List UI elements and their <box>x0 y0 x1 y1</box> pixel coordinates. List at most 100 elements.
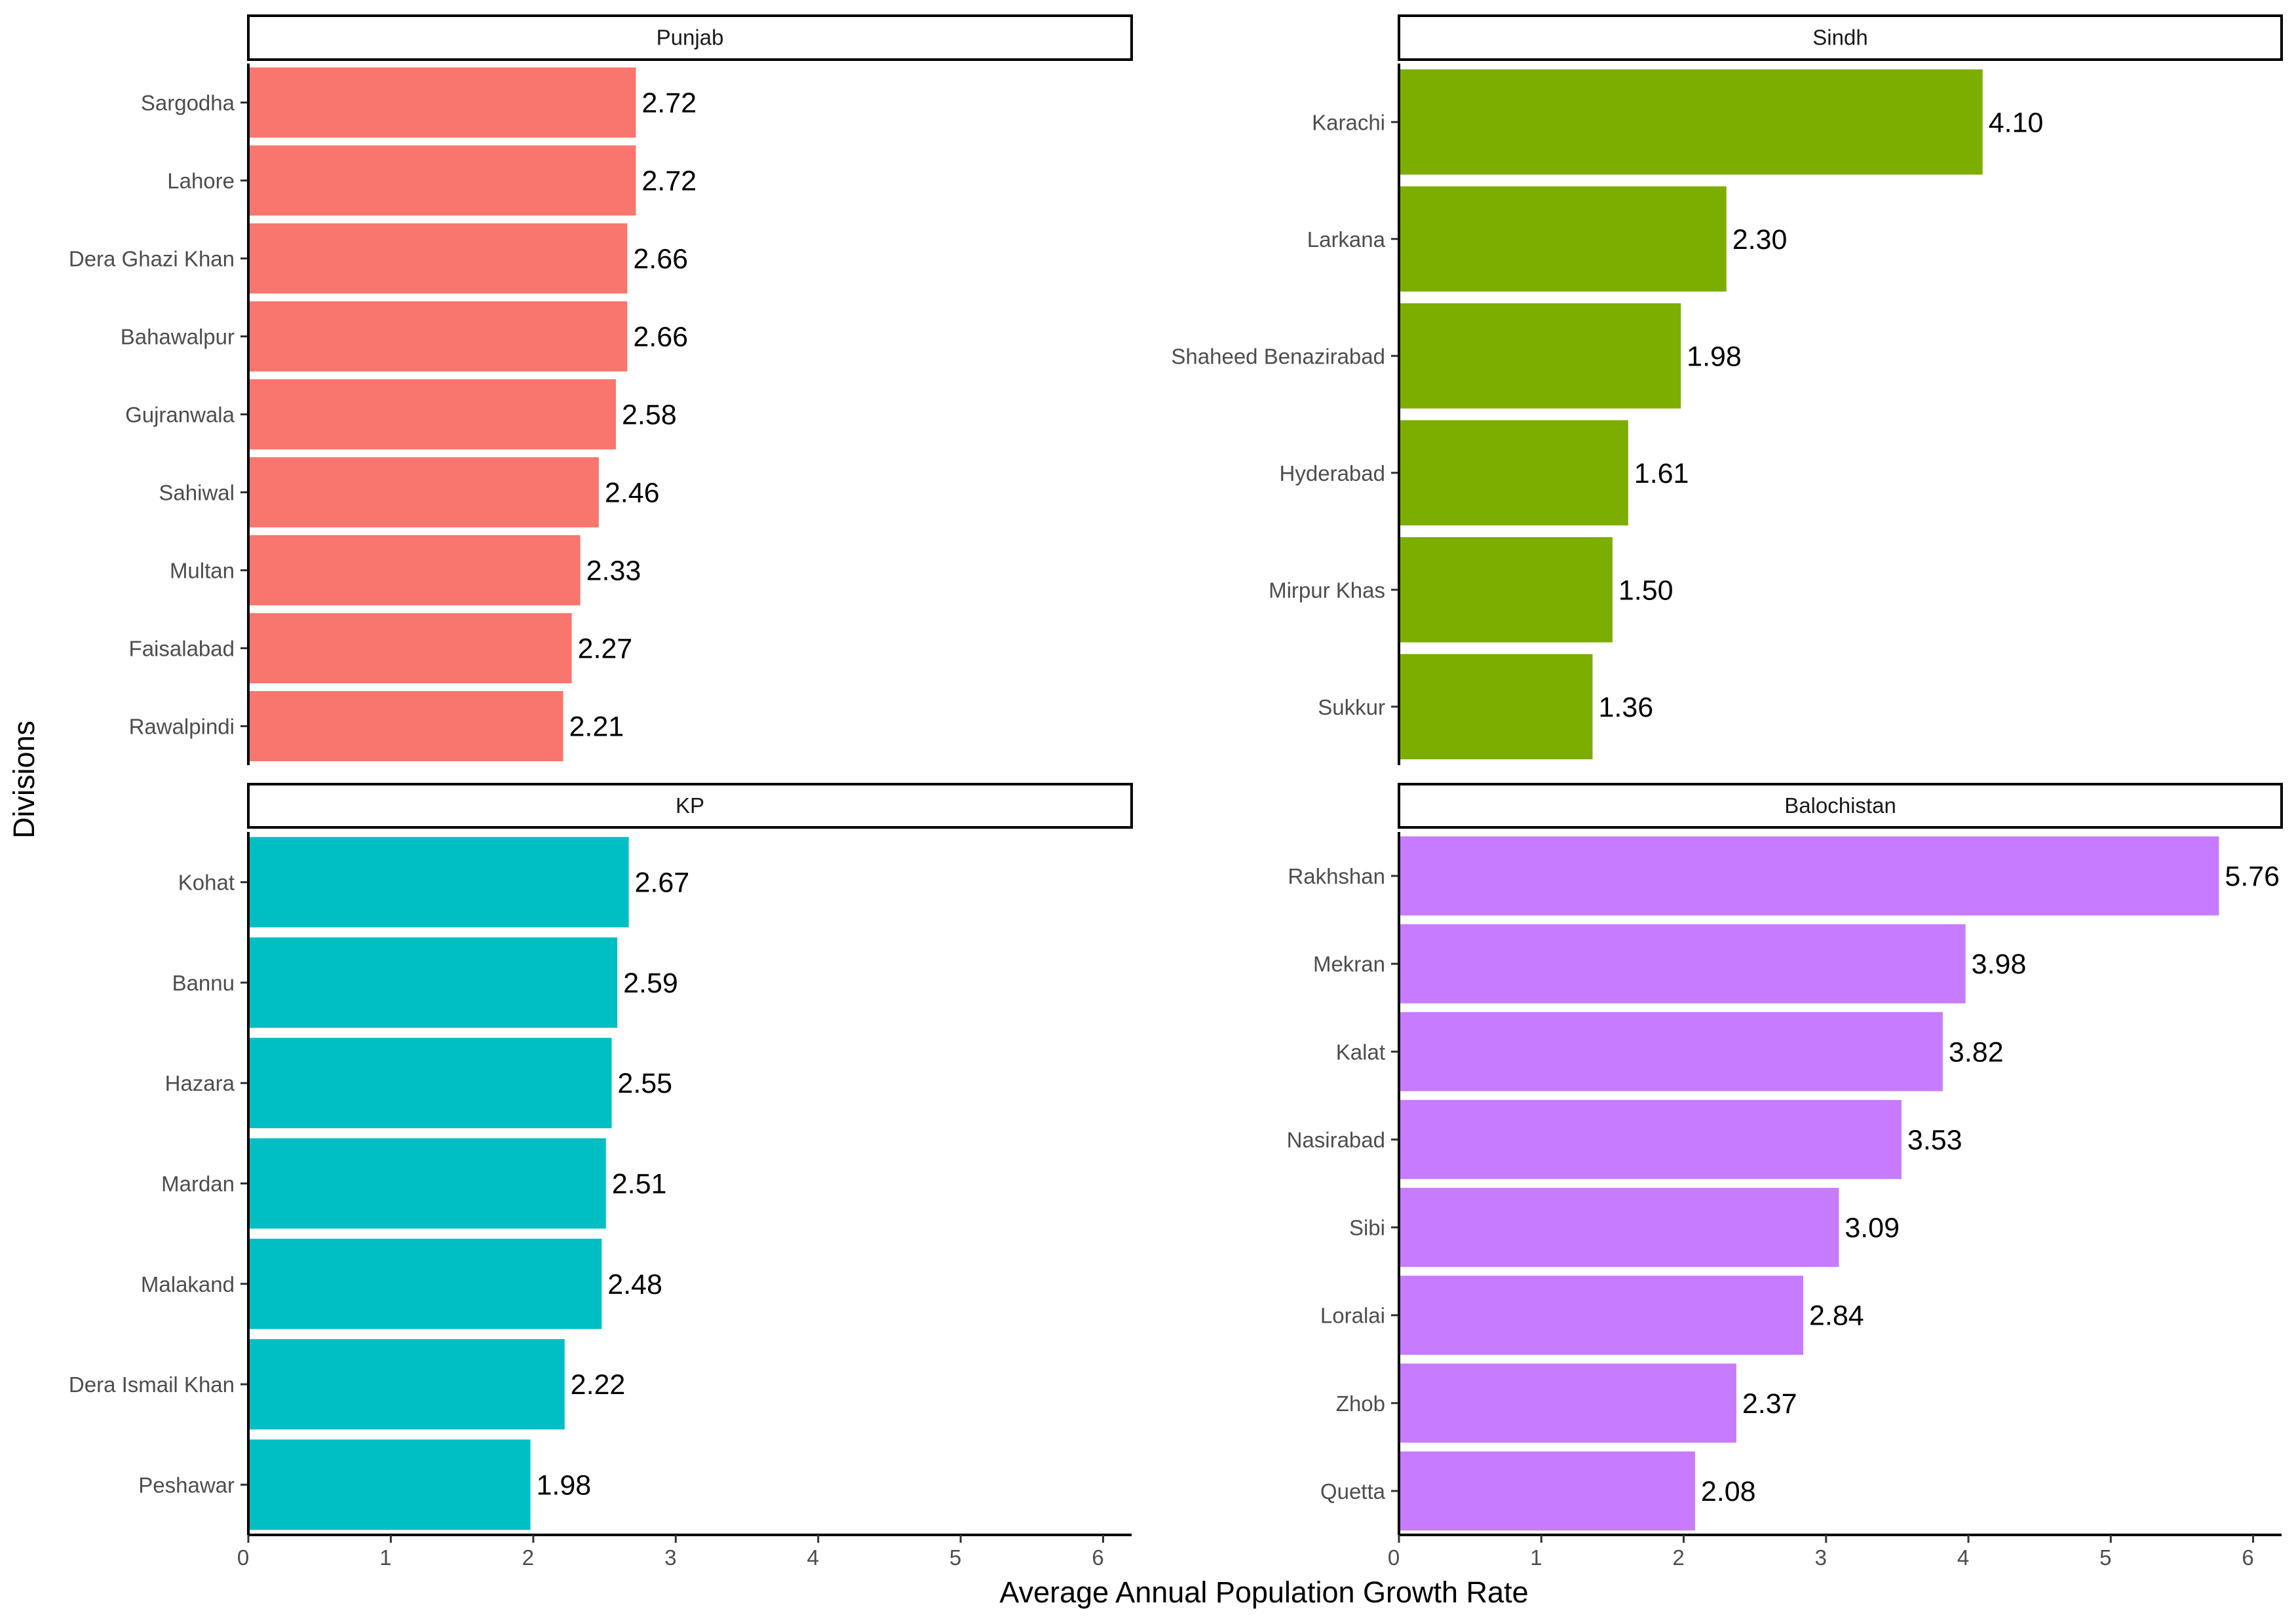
category-tick-label: Peshawar <box>138 1473 235 1497</box>
category-tick-label: Mekran <box>1313 952 1385 976</box>
bar-dera-ghazi-khan <box>248 223 628 294</box>
panel-sindh: Sindh 4.10 Karachi 2.30 Larkana 1.98 Shaheed B… <box>1171 14 2283 765</box>
value-label: 2.59 <box>623 968 678 999</box>
bar-lahore <box>248 145 636 216</box>
value-label: 3.98 <box>1972 949 2027 980</box>
value-label: 3.09 <box>1845 1213 1900 1244</box>
strip-box <box>247 14 1133 61</box>
value-label: 3.53 <box>1907 1124 1962 1156</box>
strip-box <box>247 783 1133 829</box>
bar-bahawalpur <box>248 301 628 372</box>
value-label: 2.30 <box>1732 224 1788 255</box>
x-tick-label: 1 <box>379 1545 391 1570</box>
category-tick-label: Lahore <box>167 169 235 193</box>
value-label: 1.98 <box>536 1469 591 1501</box>
value-label: 3.82 <box>1949 1036 2004 1068</box>
bar-mirpur-khas <box>1399 537 1613 643</box>
category-tick-label: Sibi <box>1349 1216 1385 1240</box>
category-tick-label: Gujranwala <box>125 403 235 427</box>
strip-label: KP <box>676 793 704 818</box>
value-label: 5.76 <box>2225 861 2280 892</box>
bar-mekran <box>1399 924 1966 1004</box>
value-label: 1.36 <box>1598 692 1653 723</box>
bar-kohat <box>248 837 629 928</box>
panel-balochistan: Balochistan 5.76 Rakhshan 3.98 Mekran 3.82 Kal… <box>1287 783 2283 1570</box>
value-label: 2.66 <box>633 244 688 275</box>
bar-larkana <box>1399 186 1727 292</box>
bar-peshawar <box>248 1439 531 1530</box>
value-label: 2.37 <box>1742 1388 1797 1420</box>
strip-label: Punjab <box>657 26 724 50</box>
panel-kp: KP 2.67 Kohat 2.59 Bannu 2.55 Hazara 2.51 Mardan… <box>69 783 1133 1570</box>
value-label: 2.22 <box>571 1369 626 1401</box>
x-tick-label: 5 <box>2099 1545 2111 1570</box>
bar-quetta <box>1399 1451 1695 1531</box>
bar-shaheed-benazirabad <box>1399 303 1681 409</box>
bar-karachi <box>1399 69 1983 175</box>
category-tick-label: Faisalabad <box>129 637 235 661</box>
panel-punjab: Punjab 2.72 Sargodha 2.72 Lahore 2.66 Dera Gha… <box>69 14 1133 765</box>
category-tick-label: Mirpur Khas <box>1269 578 1385 602</box>
x-tick-label: 3 <box>1815 1545 1827 1570</box>
value-label: 2.21 <box>569 711 624 743</box>
category-tick-label: Sargodha <box>141 91 235 115</box>
strip-label: Balochistan <box>1784 793 1896 818</box>
x-tick-label: 6 <box>1092 1545 1103 1570</box>
facet-panels: Punjab 2.72 Sargodha 2.72 Lahore 2.66 Dera Gha… <box>69 14 2283 1570</box>
category-tick-label: Sukkur <box>1318 695 1385 719</box>
value-label: 2.72 <box>641 88 697 119</box>
bar-sukkur <box>1399 654 1593 760</box>
bar-hyderabad <box>1399 420 1628 526</box>
bar-kalat <box>1399 1011 1943 1091</box>
category-tick-label: Malakand <box>141 1272 235 1296</box>
strip-box <box>1398 783 2283 829</box>
value-label: 2.67 <box>635 867 690 899</box>
category-tick-label: Loralai <box>1320 1304 1385 1328</box>
bar-mardan <box>248 1138 606 1229</box>
category-tick-label: Nasirabad <box>1287 1127 1385 1152</box>
value-label: 2.58 <box>622 400 677 431</box>
category-tick-label: Quetta <box>1320 1479 1386 1503</box>
category-tick-label: Rakhshan <box>1288 864 1385 888</box>
category-tick-label: Bahawalpur <box>121 325 235 349</box>
x-tick-label: 4 <box>807 1545 818 1570</box>
category-tick-label: Mardan <box>161 1172 235 1196</box>
bar-zhob <box>1399 1363 1736 1443</box>
category-tick-label: Larkana <box>1307 227 1386 252</box>
bar-multan <box>248 535 581 606</box>
value-label: 2.48 <box>607 1269 662 1300</box>
bar-rawalpindi <box>248 690 564 762</box>
category-tick-label: Dera Ghazi Khan <box>69 247 235 271</box>
bar-hazara <box>248 1038 612 1129</box>
strip-box <box>1398 14 2283 61</box>
value-label: 2.51 <box>612 1169 667 1200</box>
value-label: 2.84 <box>1809 1300 1864 1332</box>
category-tick-label: Sahiwal <box>159 481 235 505</box>
bar-dera-ismail-khan <box>248 1339 565 1430</box>
category-tick-label: Rawalpindi <box>129 715 235 739</box>
category-tick-label: Kohat <box>178 871 235 895</box>
category-tick-label: Hazara <box>165 1071 235 1095</box>
strip-label: Sindh <box>1812 26 1867 50</box>
bar-gujranwala <box>248 379 616 450</box>
category-tick-label: Zhob <box>1336 1391 1385 1416</box>
value-label: 1.61 <box>1634 458 1689 489</box>
category-tick-label: Kalat <box>1336 1040 1385 1064</box>
category-tick-label: Bannu <box>172 971 235 995</box>
category-tick-label: Multan <box>170 559 235 583</box>
x-tick-label: 5 <box>949 1545 961 1570</box>
bar-nasirabad <box>1399 1100 1902 1179</box>
x-axis-title: Average Annual Population Growth Rate <box>999 1576 1528 1609</box>
x-tick-label: 6 <box>2242 1545 2253 1570</box>
value-label: 2.72 <box>641 166 697 197</box>
x-tick-label: 3 <box>664 1545 676 1570</box>
category-tick-label: Hyderabad <box>1280 461 1385 485</box>
bar-loralai <box>1399 1275 1804 1355</box>
category-tick-label: Karachi <box>1312 110 1385 134</box>
bar-sargodha <box>248 67 636 138</box>
x-tick-label: 4 <box>1957 1545 1969 1570</box>
value-label: 2.27 <box>578 633 633 665</box>
value-label: 1.50 <box>1618 575 1674 606</box>
bar-sibi <box>1399 1188 1839 1267</box>
